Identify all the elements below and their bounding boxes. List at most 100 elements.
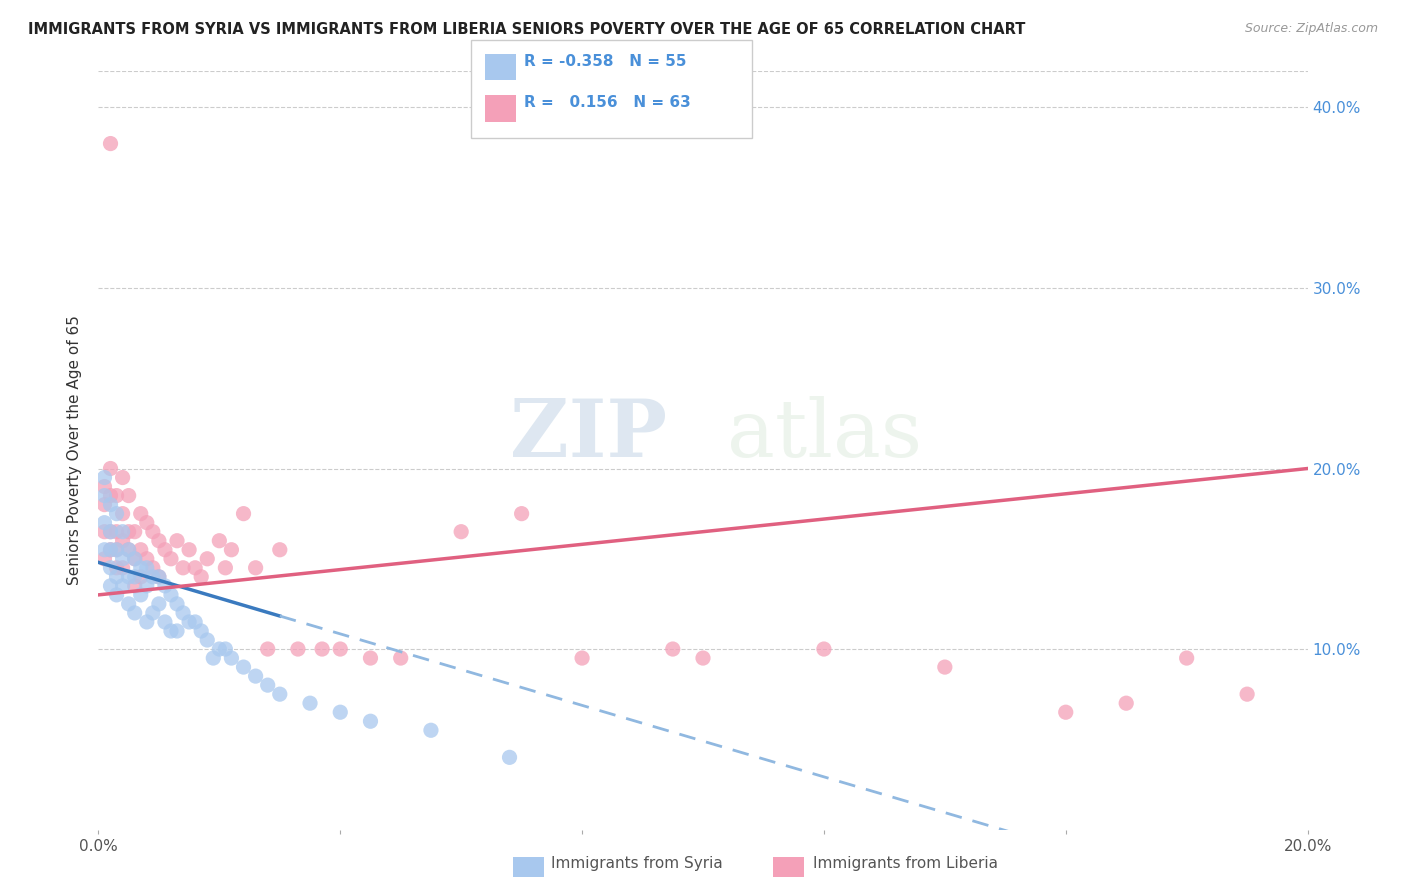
Point (105, 561, 128, 575)
Point (118, 542, 141, 557)
Point (111, 579, 134, 593)
Point (329, 642, 352, 657)
Point (184, 561, 207, 575)
Point (111, 551, 134, 566)
Point (256, 678, 278, 692)
Point (129, 507, 152, 521)
Point (299, 696, 322, 710)
Point (179, 542, 201, 557)
Point (100, 498, 122, 512)
Point (135, 516, 157, 530)
Point (813, 642, 835, 657)
Point (93, 470, 115, 484)
Point (172, 561, 194, 575)
Point (256, 642, 278, 657)
Point (1115, 696, 1137, 710)
Point (105, 507, 128, 521)
Point (124, 570, 146, 584)
Point (195, 551, 218, 566)
Point (661, 642, 683, 657)
Point (179, 615, 201, 629)
Point (153, 615, 176, 629)
Point (1054, 705, 1077, 719)
Point (287, 642, 309, 657)
Point (111, 470, 134, 484)
Point (105, 524, 128, 539)
Point (93, 489, 115, 503)
Point (934, 660, 956, 674)
Text: ZIP: ZIP (510, 396, 666, 475)
Point (135, 615, 157, 629)
Point (100, 579, 122, 593)
Point (195, 633, 218, 648)
Point (100, 136, 122, 151)
Point (100, 524, 122, 539)
Point (124, 606, 146, 620)
Point (118, 597, 141, 611)
Point (221, 651, 243, 665)
Point (148, 597, 170, 611)
Point (124, 551, 146, 566)
Point (510, 507, 533, 521)
Point (450, 524, 472, 539)
Point (148, 570, 170, 584)
Point (190, 570, 212, 584)
Point (142, 524, 165, 539)
Point (148, 570, 170, 584)
Point (160, 551, 183, 566)
Point (105, 542, 128, 557)
Point (269, 687, 291, 701)
Point (129, 561, 152, 575)
Point (129, 542, 152, 557)
Point (571, 651, 593, 665)
Point (100, 542, 122, 557)
Point (118, 542, 141, 557)
Point (1175, 651, 1198, 665)
Text: R =   0.156   N = 63: R = 0.156 N = 63 (524, 95, 692, 111)
Point (93, 479, 115, 493)
Point (142, 606, 165, 620)
Point (105, 542, 128, 557)
Point (232, 660, 254, 674)
Point (93, 542, 115, 557)
Point (118, 570, 141, 584)
Point (190, 624, 212, 638)
Point (214, 561, 236, 575)
Point (269, 542, 291, 557)
Point (692, 651, 714, 665)
Y-axis label: Seniors Poverty Over the Age of 65: Seniors Poverty Over the Age of 65 (67, 316, 83, 585)
Point (100, 561, 122, 575)
Text: Immigrants from Liberia: Immigrants from Liberia (813, 856, 998, 871)
Point (360, 714, 382, 729)
Point (184, 615, 207, 629)
Point (135, 551, 157, 566)
Point (100, 524, 122, 539)
Point (111, 533, 134, 548)
Point (118, 489, 141, 503)
Point (245, 561, 267, 575)
Point (124, 524, 146, 539)
Point (100, 542, 122, 557)
Point (360, 651, 382, 665)
Point (93, 551, 115, 566)
Point (129, 588, 152, 602)
Point (420, 723, 443, 738)
Text: IMMIGRANTS FROM SYRIA VS IMMIGRANTS FROM LIBERIA SENIORS POVERTY OVER THE AGE OF: IMMIGRANTS FROM SYRIA VS IMMIGRANTS FROM… (28, 22, 1025, 37)
Point (1236, 687, 1258, 701)
Point (166, 597, 188, 611)
Point (166, 533, 188, 548)
Text: atlas: atlas (727, 396, 922, 475)
Point (93, 524, 115, 539)
Point (148, 533, 170, 548)
Point (172, 606, 194, 620)
Point (245, 669, 267, 683)
Point (214, 642, 236, 657)
Point (166, 624, 188, 638)
Point (232, 507, 254, 521)
Point (111, 561, 134, 575)
Point (93, 516, 115, 530)
Point (142, 570, 165, 584)
Point (135, 561, 157, 575)
Point (124, 551, 146, 566)
Point (160, 588, 183, 602)
